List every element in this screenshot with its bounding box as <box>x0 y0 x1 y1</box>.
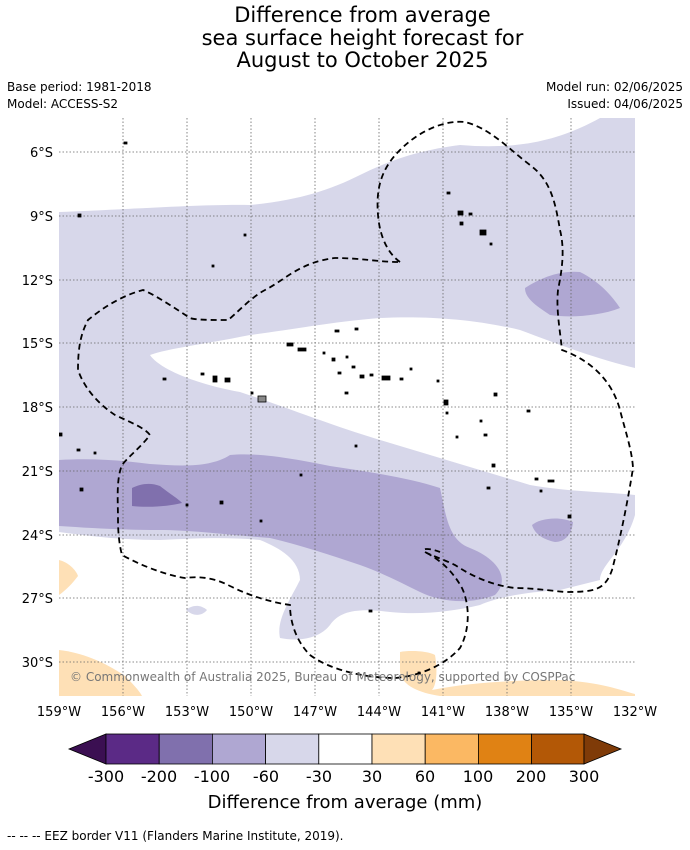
graticule <box>59 118 635 696</box>
lon-label: 147°W <box>293 705 337 720</box>
contour-positive-south <box>400 651 635 696</box>
lat-label: 24°S <box>22 529 53 544</box>
colorbar-bin <box>211 733 266 765</box>
model-run: Model run: 02/06/2025 <box>545 80 683 94</box>
lat-label: 27°S <box>22 592 53 607</box>
colorbar-bin <box>265 733 320 765</box>
latitude-labels: 6°S 9°S 12°S 15°S 18°S 21°S 24°S 27°S 30… <box>22 146 53 671</box>
colorbar-tick: 60 <box>415 767 435 786</box>
lat-label: 6°S <box>30 146 53 161</box>
title-line-2: sea surface height forecast for <box>201 25 524 50</box>
lat-label: 12°S <box>22 274 53 289</box>
lon-label: 132°W <box>613 705 657 720</box>
model-info: Base period: 1981-2018 Model: ACCESS-S2 <box>7 79 152 113</box>
colorbar-title: Difference from average (mm) <box>207 792 483 813</box>
contour-band-medium <box>59 454 502 602</box>
eez-legend-note: -- -- -- EEZ border V11 (Flanders Marine… <box>7 829 344 843</box>
colorbar-tick: -300 <box>88 767 124 786</box>
contour-patch-west <box>132 483 182 507</box>
model-name: Model: ACCESS-S2 <box>7 97 119 111</box>
colorbar-tick-labels: -300 -200 -100 -60 -30 30 60 100 200 300 <box>88 767 599 786</box>
colorbar-extend-high <box>583 733 623 765</box>
issued-date: Issued: 04/06/2025 <box>567 97 683 111</box>
colorbar-bin <box>424 733 479 765</box>
contour-positive-southwest <box>59 650 142 696</box>
lat-label: 18°S <box>22 401 53 416</box>
anomaly-field <box>59 118 635 696</box>
islands <box>59 141 572 675</box>
run-info: Model run: 02/06/2025 Issued: 04/06/2025 <box>546 79 683 113</box>
colorbar-tick: 200 <box>516 767 547 786</box>
colorbar-tick: -60 <box>253 767 279 786</box>
lon-label: 150°W <box>229 705 273 720</box>
copyright-notice: © Commonwealth of Australia 2025, Bureau… <box>70 670 575 684</box>
base-period: Base period: 1981-2018 <box>7 80 152 94</box>
lon-label: 153°W <box>165 705 209 720</box>
colorbar-bin <box>158 733 213 765</box>
lat-label: 30°S <box>22 656 53 671</box>
colorbar-tick: -100 <box>194 767 230 786</box>
contour-patch-east <box>532 518 573 542</box>
title-line-1: Difference from average <box>234 3 491 27</box>
eez-border <box>77 120 634 679</box>
colorbar-bin <box>105 733 160 765</box>
colorbar-bin <box>477 733 532 765</box>
contour-patch-northeast <box>525 271 620 317</box>
colorbar-tick: -200 <box>141 767 177 786</box>
colorbar-extend-low <box>67 733 107 765</box>
lon-label: 135°W <box>549 705 593 720</box>
lat-label: 21°S <box>22 465 53 480</box>
lat-label: 15°S <box>22 337 53 352</box>
chart-title: Difference from average sea surface heig… <box>0 4 690 72</box>
colorbar-tick: 100 <box>463 767 494 786</box>
colorbar-tick: 300 <box>569 767 600 786</box>
contour-patch-small <box>186 605 207 615</box>
contour-positive-west <box>59 560 78 595</box>
lon-label: 141°W <box>421 705 465 720</box>
lat-label: 9°S <box>30 210 53 225</box>
colorbar <box>67 733 623 765</box>
colorbar-bin <box>531 733 585 765</box>
colorbar-bin <box>371 733 426 765</box>
colorbar-bin <box>318 733 373 765</box>
lon-label: 156°W <box>101 705 145 720</box>
colorbar-tick: 30 <box>362 767 382 786</box>
lon-label: 144°W <box>357 705 401 720</box>
colorbar-tick: -30 <box>306 767 332 786</box>
lon-label: 159°W <box>37 705 81 720</box>
lon-label: 138°W <box>485 705 529 720</box>
longitude-labels: 159°W 156°W 153°W 150°W 147°W 144°W 141°… <box>37 705 657 720</box>
title-line-3: August to October 2025 <box>236 48 489 72</box>
